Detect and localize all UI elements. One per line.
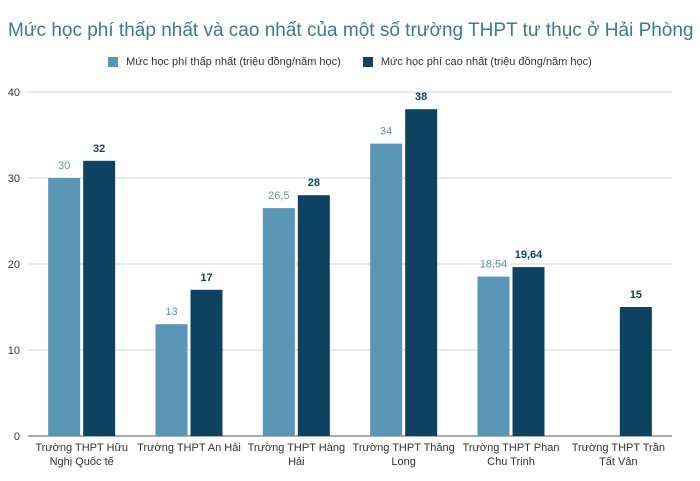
data-label-min: 26,5 bbox=[268, 190, 289, 202]
legend-swatch-max bbox=[362, 57, 373, 67]
x-category-label: Trường THPT Hàng bbox=[248, 442, 346, 454]
bar-min bbox=[370, 143, 403, 436]
bar-max bbox=[512, 267, 545, 436]
x-category-label: Trường THPT An Hải bbox=[137, 442, 241, 454]
x-category-label: Trường THPT Hữu bbox=[35, 442, 128, 454]
x-category-label: Chu Trinh bbox=[487, 456, 535, 468]
legend: Mức học phí thấp nhất (triệu đồng/năm họ… bbox=[0, 56, 700, 68]
bar-max bbox=[619, 307, 652, 436]
bar-min bbox=[262, 208, 295, 436]
bar-max bbox=[297, 195, 330, 436]
y-tick-label: 0 bbox=[14, 431, 20, 443]
chart-title: Mức học phí thấp nhất và cao nhất của mộ… bbox=[8, 20, 694, 41]
data-label-min: 30 bbox=[58, 160, 70, 172]
bar-min bbox=[155, 324, 188, 436]
bar-min bbox=[477, 276, 510, 436]
y-tick-label: 20 bbox=[8, 259, 20, 271]
y-tick-label: 40 bbox=[8, 87, 20, 99]
data-label-max: 19,64 bbox=[515, 249, 543, 261]
x-category-label: Trường THPT Thăng bbox=[353, 442, 455, 454]
data-label-min: 34 bbox=[380, 126, 392, 138]
data-label-min: 13 bbox=[165, 306, 177, 318]
legend-label-max: Mức học phí cao nhất (triệu đồng/năm học… bbox=[380, 56, 592, 68]
legend-swatch-min bbox=[108, 57, 119, 67]
y-tick-label: 10 bbox=[8, 345, 20, 357]
x-category-label: Nghị Quốc tế bbox=[50, 456, 114, 468]
bar-max bbox=[83, 160, 116, 437]
data-label-max: 15 bbox=[630, 289, 642, 301]
data-label-max: 32 bbox=[93, 143, 105, 155]
x-category-label: Trường THPT Trần bbox=[572, 442, 665, 454]
x-category-label: Trường THPT Phan bbox=[463, 442, 560, 454]
x-category-label: Tất Vân bbox=[599, 456, 638, 468]
bar-max bbox=[190, 289, 223, 436]
data-label-max: 38 bbox=[415, 91, 427, 103]
data-label-max: 17 bbox=[200, 272, 212, 284]
bar-max bbox=[405, 109, 438, 436]
legend-label-min: Mức học phí thấp nhất (triệu đồng/năm họ… bbox=[126, 56, 341, 68]
x-category-label: Hải bbox=[288, 456, 305, 468]
data-label-min: 18,54 bbox=[480, 259, 508, 271]
legend-item-min: Mức học phí thấp nhất (triệu đồng/năm họ… bbox=[108, 56, 341, 68]
bar-min bbox=[48, 178, 81, 436]
data-label-max: 28 bbox=[308, 177, 320, 189]
legend-item-max: Mức học phí cao nhất (triệu đồng/năm học… bbox=[362, 56, 592, 68]
x-category-label: Long bbox=[391, 456, 415, 468]
y-tick-label: 30 bbox=[8, 173, 20, 185]
